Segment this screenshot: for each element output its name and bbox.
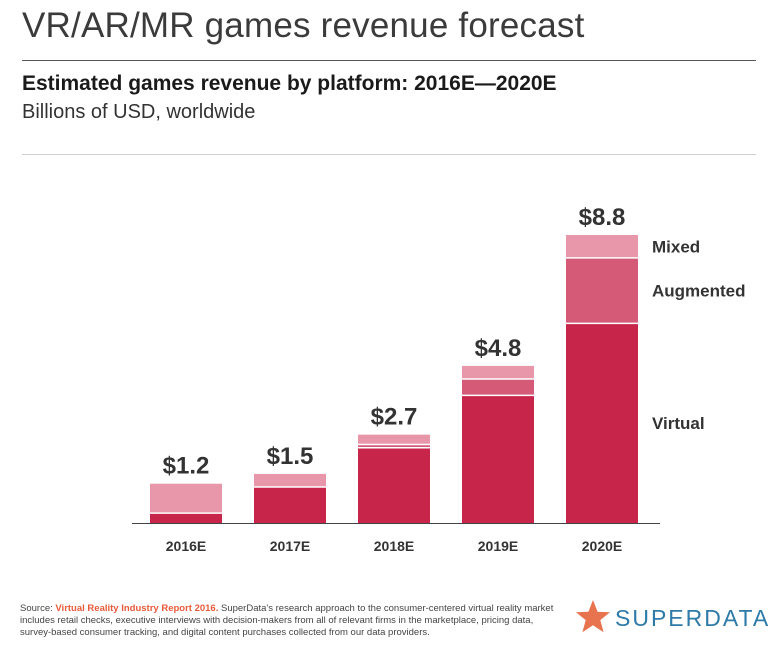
chart-units: Billions of USD, worldwide — [22, 101, 256, 123]
source-description: SuperData's research approach to the con… — [20, 603, 554, 638]
source-prefix: Source: — [20, 603, 56, 614]
star-icon — [576, 600, 610, 633]
legend-label-augmented: Augmented — [652, 282, 746, 301]
bar-virtual-2020E — [566, 323, 638, 523]
bar-mixed-2020E — [566, 235, 638, 258]
superdata-logo: SUPERDATA — [575, 599, 768, 639]
bar-mixed-2019E — [462, 365, 534, 379]
bar-virtual-2019E — [462, 395, 534, 523]
page-title: VR/AR/MR games revenue forecast — [22, 6, 585, 45]
total-label-2019E: $4.8 — [475, 335, 522, 362]
legend-label-mixed: Mixed — [652, 237, 700, 256]
total-label-2016E: $1.2 — [163, 453, 210, 480]
revenue-chart: $1.2 2016E $1.5 2017E $2.7 2018E $4.8 2019E $8.8… — [132, 204, 746, 554]
bar-mixed-2016E — [150, 483, 222, 514]
bar-virtual-2017E — [254, 487, 326, 523]
bar-augmented-2018E — [358, 444, 430, 448]
header-divider — [22, 154, 756, 155]
x-tick-label-2018E: 2018E — [374, 538, 414, 554]
bar-augmented-2020E — [566, 257, 638, 324]
x-tick-label-2017E: 2017E — [270, 538, 310, 554]
source-note: Source: Virtual Reality Industry Report … — [20, 603, 560, 639]
legend-label-virtual: Virtual — [652, 414, 705, 433]
bar-mixed-2017E — [254, 473, 326, 487]
total-label-2017E: $1.5 — [267, 443, 314, 470]
x-tick-label-2016E: 2016E — [166, 538, 206, 554]
total-label-2018E: $2.7 — [371, 404, 418, 431]
total-label-2020E: $8.8 — [579, 204, 626, 231]
bar-mixed-2018E — [358, 434, 430, 445]
bar-virtual-2018E — [358, 447, 430, 523]
brand-name: SUPERDATA — [615, 605, 768, 631]
x-tick-label-2019E: 2019E — [478, 538, 518, 554]
chart-subtitle: Estimated games revenue by platform: 201… — [22, 72, 557, 95]
bar-virtual-2016E — [150, 513, 222, 523]
bar-augmented-2019E — [462, 379, 534, 396]
title-divider — [22, 60, 756, 61]
source-report-link[interactable]: Virtual Reality Industry Report 2016. — [55, 603, 219, 614]
x-tick-label-2020E: 2020E — [582, 538, 622, 554]
